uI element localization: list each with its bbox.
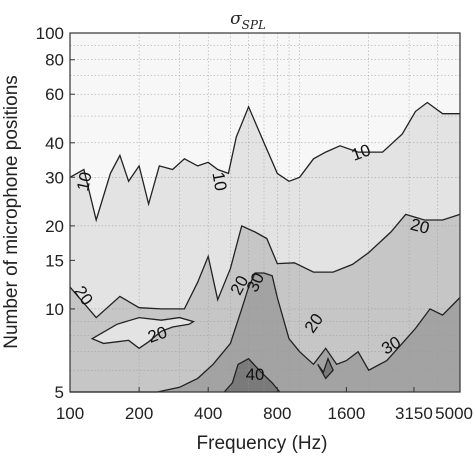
x-axis-ticks: 100 200 400 800 1600 3150 5000 — [56, 387, 473, 423]
contour-label: 10 — [208, 170, 230, 192]
y-tick-label: 20 — [45, 217, 64, 236]
y-tick-label: 100 — [36, 24, 64, 43]
contour-line-40 — [223, 357, 281, 393]
contour-label: 10 — [73, 170, 96, 192]
contour-line-10 — [69, 101, 460, 223]
x-tick-label: 1600 — [327, 404, 365, 423]
region-level-40 — [224, 358, 280, 392]
contour-label: 20 — [408, 215, 431, 238]
y-tick-label: 30 — [45, 168, 64, 187]
chart-title: σSPL — [230, 9, 266, 32]
y-axis-ticks: 5 10 15 20 30 40 60 80 100 — [36, 24, 75, 402]
island-level-10 — [90, 316, 196, 350]
x-tick-label: 3150 — [395, 404, 433, 423]
x-tick-label: 400 — [194, 404, 222, 423]
y-tick-label: 80 — [45, 51, 64, 70]
x-tick-label: 800 — [263, 404, 291, 423]
x-tick-label: 200 — [125, 404, 153, 423]
contour-lines — [69, 101, 461, 393]
chart-title-subscript: SPL — [242, 18, 266, 32]
y-tick-label: 5 — [55, 383, 64, 402]
island-level-40 — [317, 356, 334, 380]
x-tick-label: 5000 — [435, 404, 473, 423]
x-axis-label: Frequency (Hz) — [197, 433, 328, 454]
y-tick-label: 60 — [45, 85, 64, 104]
grid-lines — [69, 32, 461, 393]
contour-line-30 — [70, 272, 461, 393]
region-level-30 — [70, 273, 460, 392]
plot-frame — [69, 32, 461, 393]
y-tick-label: 10 — [45, 300, 64, 319]
contour-line-20 — [69, 213, 461, 319]
y-tick-label: 15 — [45, 251, 64, 270]
y-tick-label: 40 — [45, 134, 64, 153]
chart-title-sigma: σ — [230, 9, 242, 29]
x-tick-label: 100 — [56, 404, 84, 423]
contour-label: 40 — [246, 365, 265, 384]
y-axis-label: Number of microphone positions — [1, 75, 22, 349]
